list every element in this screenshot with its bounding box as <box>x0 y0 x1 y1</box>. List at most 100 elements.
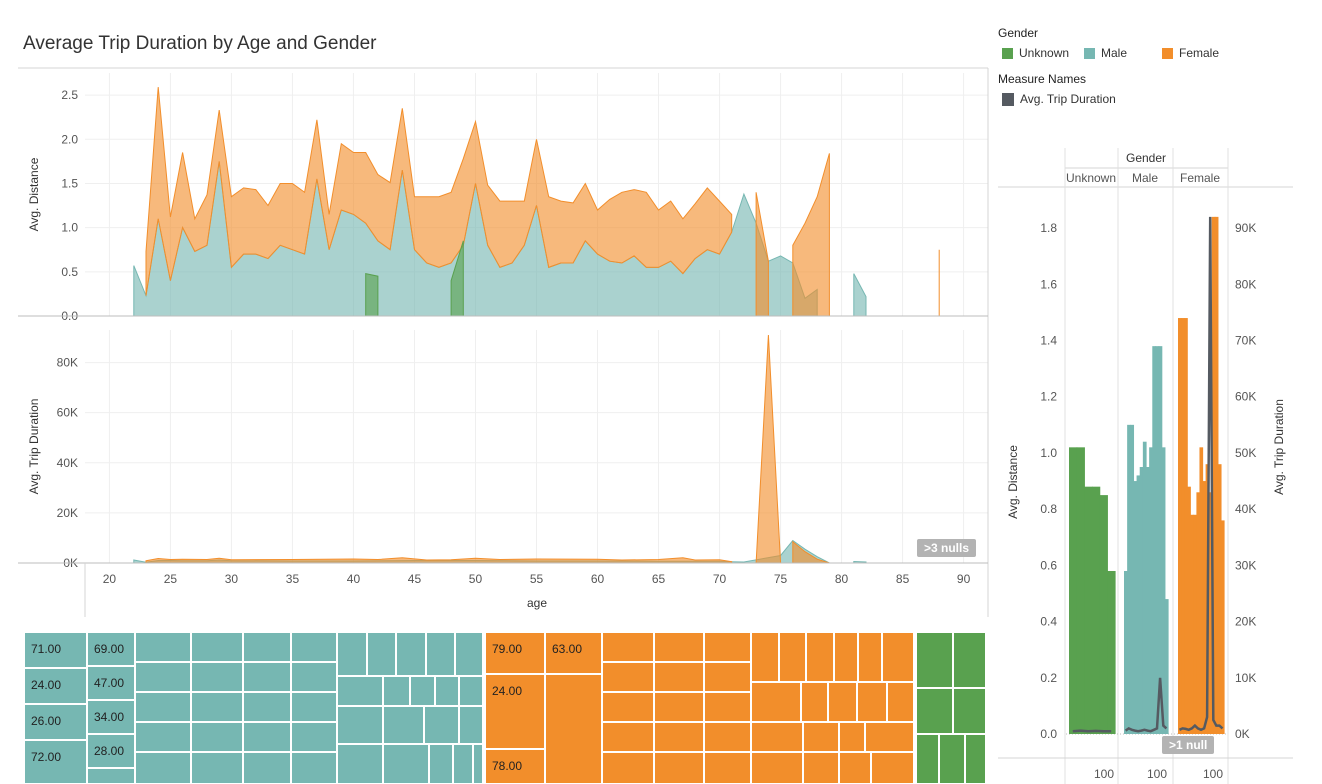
treemap-cell[interactable] <box>337 676 383 706</box>
treemap-cell[interactable] <box>803 752 839 784</box>
legend-item-unknown[interactable]: Unknown <box>1002 46 1069 60</box>
treemap-cell[interactable] <box>429 744 453 784</box>
treemap-cell[interactable] <box>828 682 857 722</box>
treemap-cell[interactable] <box>291 752 337 784</box>
treemap-cell[interactable] <box>704 722 751 752</box>
treemap-cell[interactable]: 78.00 <box>485 749 545 784</box>
treemap-cell[interactable] <box>243 662 291 692</box>
treemap-cell[interactable] <box>953 632 986 688</box>
treemap-cell[interactable] <box>455 632 483 676</box>
treemap-cell[interactable] <box>654 692 704 722</box>
treemap-cell[interactable] <box>410 676 435 706</box>
treemap-cell[interactable] <box>191 692 243 722</box>
treemap-cell[interactable] <box>806 632 834 682</box>
treemap-cell[interactable] <box>803 722 839 752</box>
treemap-cell[interactable] <box>654 752 704 784</box>
legend-item-avg-trip-duration[interactable]: Avg. Trip Duration <box>1002 92 1116 106</box>
treemap-cell[interactable] <box>602 662 654 692</box>
treemap-cell[interactable] <box>704 662 751 692</box>
treemap-cell[interactable] <box>654 662 704 692</box>
treemap-cell[interactable] <box>383 676 410 706</box>
treemap-cell[interactable] <box>602 752 654 784</box>
treemap-cell[interactable] <box>916 632 953 688</box>
treemap-cell[interactable] <box>291 662 337 692</box>
treemap-cell[interactable] <box>871 752 914 784</box>
treemap-cell[interactable] <box>135 692 191 722</box>
treemap-cell[interactable] <box>135 722 191 752</box>
treemap-cell[interactable]: 71.00 <box>24 632 87 668</box>
treemap-cell[interactable]: 63.00 <box>545 632 602 674</box>
treemap-cell[interactable] <box>779 632 806 682</box>
treemap-cell[interactable]: 28.00 <box>87 734 135 768</box>
treemap-cell[interactable] <box>459 676 483 706</box>
treemap-cell[interactable] <box>704 692 751 722</box>
treemap-cell[interactable]: 34.00 <box>87 700 135 734</box>
treemap-cell[interactable] <box>916 734 939 784</box>
treemap-cell[interactable]: 24.00 <box>485 674 545 749</box>
treemap-cell[interactable] <box>473 744 483 784</box>
treemap-cell[interactable] <box>916 688 953 734</box>
treemap-cell[interactable] <box>887 682 914 722</box>
treemap-cell[interactable] <box>87 768 135 784</box>
treemap-cell[interactable] <box>191 722 243 752</box>
main-nulls-badge[interactable]: >3 nulls <box>917 539 977 557</box>
treemap-cell[interactable] <box>424 706 459 744</box>
treemap-cell[interactable] <box>383 706 424 744</box>
treemap-cell[interactable] <box>135 632 191 662</box>
treemap-cell[interactable]: 79.00 <box>485 632 545 674</box>
treemap-cell[interactable] <box>243 722 291 752</box>
treemap-cell[interactable] <box>704 752 751 784</box>
treemap-cell[interactable] <box>191 632 243 662</box>
treemap-cell[interactable] <box>191 662 243 692</box>
treemap-cell[interactable] <box>243 752 291 784</box>
treemap-cell[interactable] <box>704 632 751 662</box>
treemap-cell[interactable] <box>337 632 367 676</box>
treemap-cell[interactable] <box>291 722 337 752</box>
treemap-cell[interactable] <box>882 632 914 682</box>
treemap-cell[interactable] <box>426 632 455 676</box>
treemap-cell[interactable]: 69.00 <box>87 632 135 666</box>
treemap-cell[interactable] <box>135 752 191 784</box>
treemap-cell[interactable] <box>291 632 337 662</box>
treemap-cell[interactable] <box>751 752 803 784</box>
treemap-cell[interactable] <box>602 632 654 662</box>
treemap-cell[interactable]: 47.00 <box>87 666 135 700</box>
treemap-cell[interactable] <box>291 692 337 722</box>
treemap-cell[interactable] <box>751 682 801 722</box>
treemap-cell[interactable] <box>135 662 191 692</box>
treemap-cell[interactable] <box>337 744 383 784</box>
treemap-cell[interactable] <box>545 674 602 784</box>
treemap-cell[interactable] <box>939 734 965 784</box>
treemap-cell[interactable] <box>839 722 865 752</box>
treemap-cell[interactable] <box>383 744 429 784</box>
treemap-cell[interactable] <box>751 722 803 752</box>
treemap-cell[interactable]: 72.00 <box>24 740 87 784</box>
treemap-cell[interactable] <box>367 632 396 676</box>
treemap-cell[interactable] <box>602 722 654 752</box>
treemap-cell[interactable] <box>191 752 243 784</box>
legend-item-female[interactable]: Female <box>1162 46 1219 60</box>
treemap-cell[interactable] <box>435 676 459 706</box>
treemap-cell[interactable] <box>396 632 426 676</box>
treemap-cell[interactable] <box>834 632 858 682</box>
treemap-cell[interactable] <box>953 688 986 734</box>
treemap-cell[interactable] <box>965 734 986 784</box>
treemap-cell[interactable]: 26.00 <box>24 704 87 740</box>
treemap-cell[interactable] <box>654 722 704 752</box>
treemap-cell[interactable] <box>243 632 291 662</box>
treemap-cell[interactable] <box>751 632 779 682</box>
treemap-cell[interactable] <box>865 722 914 752</box>
treemap-cell[interactable] <box>801 682 828 722</box>
treemap-cell[interactable] <box>602 692 654 722</box>
legend-item-male[interactable]: Male <box>1084 46 1127 60</box>
treemap-cell[interactable] <box>857 682 887 722</box>
treemap-cell[interactable] <box>459 706 483 744</box>
treemap-cell[interactable] <box>858 632 882 682</box>
treemap-cell[interactable]: 24.00 <box>24 668 87 704</box>
treemap-cell[interactable] <box>243 692 291 722</box>
side-nulls-badge[interactable]: >1 null <box>1162 736 1215 754</box>
treemap-cell[interactable] <box>839 752 871 784</box>
treemap-cell[interactable] <box>453 744 473 784</box>
treemap-cell[interactable] <box>654 632 704 662</box>
treemap-cell[interactable] <box>337 706 383 744</box>
